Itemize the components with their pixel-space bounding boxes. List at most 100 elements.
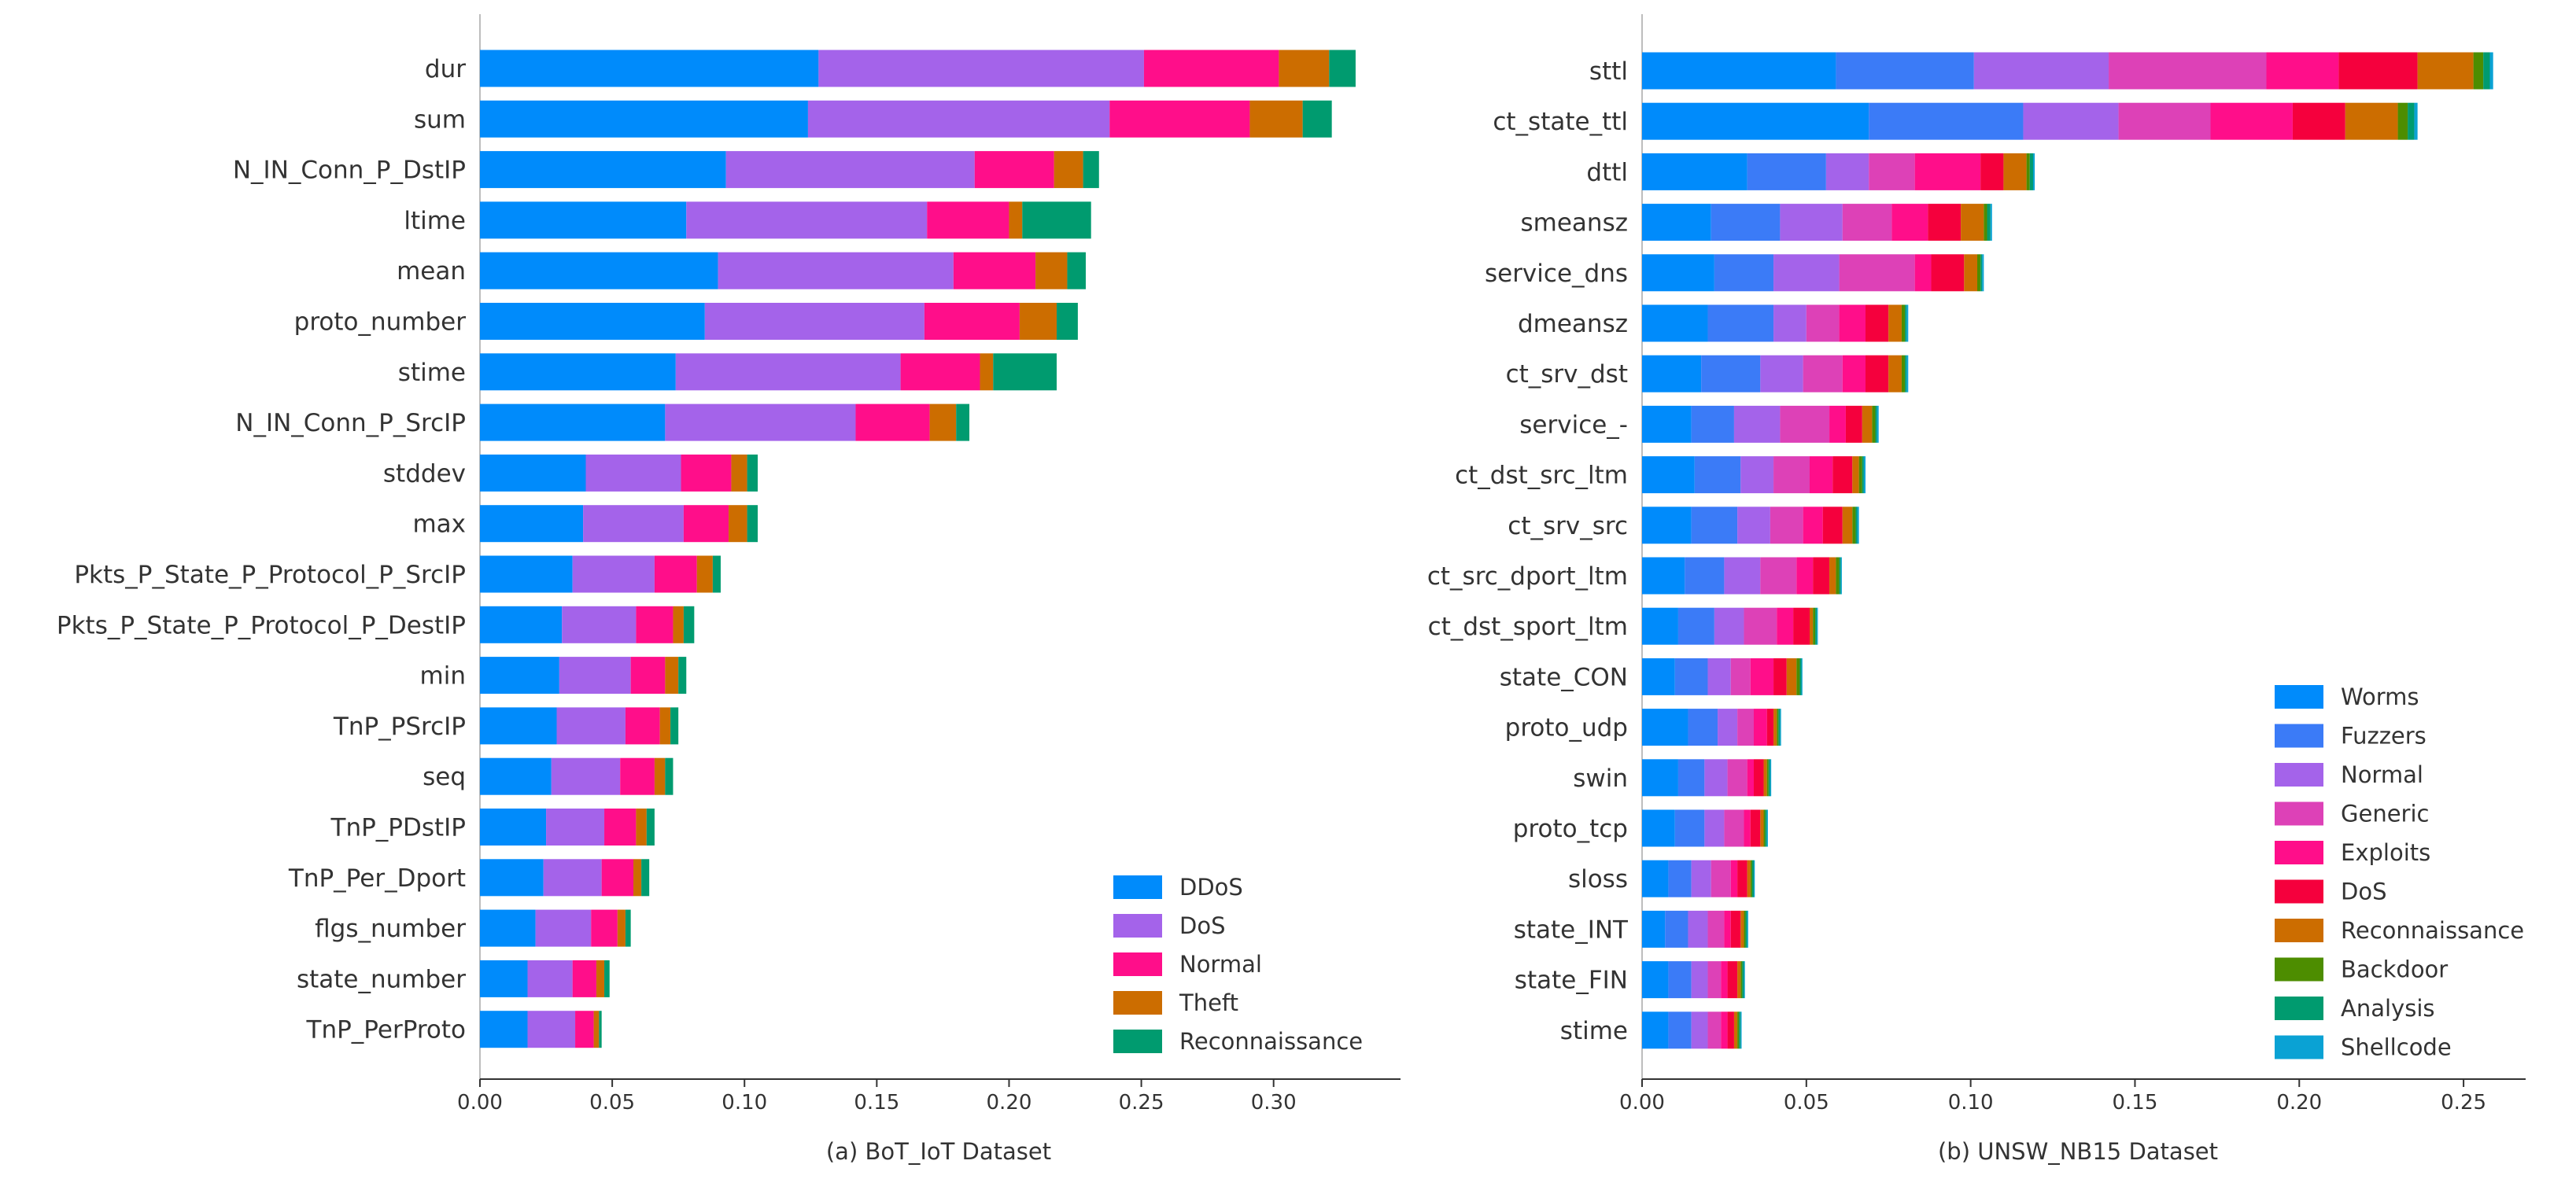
bar-a-tnp-perproto-dos: [527, 1011, 576, 1048]
bar-a-state-number-theft: [596, 960, 605, 997]
x-tick-label-b-2: 0.10: [1948, 1091, 1994, 1115]
bar-a-pkts-p-state-p-protocol-p-destip-normal: [636, 606, 674, 643]
bar-b-dttl-exploits: [1914, 153, 1981, 190]
bar-b-dttl-worms: [1642, 153, 1747, 190]
bar-b-state-int-analysis: [1745, 910, 1747, 948]
feature-label-ct-dst-src-ltm: ct_dst_src_ltm: [1455, 462, 1628, 490]
bar-b-proto-tcp-shellcode: [1766, 809, 1768, 847]
bar-a-tnp-psrcip-normal: [625, 707, 660, 745]
feature-label-ct-srv-dst: ct_srv_dst: [1506, 360, 1628, 389]
bar-a-min-ddos: [480, 657, 559, 695]
bar-a-ltime-normal: [927, 201, 1009, 239]
bar-b-service-dns-exploits: [1914, 254, 1932, 292]
bar-b-ct-srv-src-shellcode: [1857, 507, 1859, 544]
bar-a-stddev-reconnaissance: [747, 454, 758, 492]
bar-b-service-dns-generic: [1839, 254, 1915, 292]
bar-a-tnp-perproto-theft: [593, 1011, 600, 1048]
bar-b-ct-state-ttl-fuzzers: [1869, 102, 2024, 140]
bar-b-proto-tcp-fuzzers: [1674, 809, 1705, 847]
bar-b-service-dns-fuzzers: [1714, 254, 1774, 292]
bar-a-max-ddos: [480, 505, 584, 543]
bar-b-sloss-shellcode: [1753, 860, 1755, 897]
bar-b-swin-dos: [1753, 759, 1764, 797]
bar-b-ct-src-dport-ltm-fuzzers: [1685, 557, 1725, 595]
bar-b-state-int-exploits: [1724, 910, 1731, 948]
bar-a-sum-reconnaissance: [1302, 100, 1332, 138]
legend-swatch-b-analysis: [2275, 997, 2323, 1020]
bar-b-state-fin-dos: [1727, 961, 1738, 999]
bar-a-pkts-p-state-p-protocol-p-srcip-ddos: [480, 555, 573, 593]
bar-b-stime-generic: [1707, 1011, 1722, 1049]
bar-a-dur-ddos: [480, 50, 819, 87]
bar-b-ct-state-ttl-generic: [2118, 102, 2211, 140]
panel-caption-b: (b) UNSW_NB15 Dataset: [1938, 1138, 2218, 1165]
bar-a-n-in-conn-p-srcip-ddos: [480, 403, 666, 441]
bar-a-tnp-per-dport-normal: [601, 859, 634, 897]
bar-b-state-con-dos: [1773, 658, 1787, 695]
bar-b-dmeansz-generic: [1806, 304, 1840, 342]
bar-b-state-con-backdoor: [1796, 658, 1800, 695]
bar-b-smeansz-backdoor: [1984, 204, 1987, 241]
bar-b-swin-fuzzers: [1677, 759, 1705, 797]
bar-b-proto-tcp-exploits: [1744, 809, 1751, 847]
bar-b-service-normal: [1733, 405, 1781, 443]
bar-b-ct-src-dport-ltm-worms: [1642, 557, 1685, 595]
bar-b-service-reconnaissance: [1862, 405, 1873, 443]
bar-b-state-fin-analysis: [1742, 961, 1744, 999]
bar-b-dttl-dos: [1980, 153, 2004, 190]
x-tick-label-a-5: 0.25: [1119, 1091, 1164, 1115]
bar-b-ct-srv-src-fuzzers: [1691, 507, 1738, 544]
bar-b-service-shellcode: [1877, 405, 1879, 443]
bar-b-state-int-worms: [1642, 910, 1666, 948]
bar-b-service-worms: [1642, 405, 1692, 443]
legend-label-b-analysis: Analysis: [2341, 995, 2434, 1022]
feature-label-state-number: state_number: [297, 965, 466, 993]
feature-label-service: service_-: [1519, 411, 1628, 439]
feature-label-stddev: stddev: [383, 459, 466, 488]
bar-a-proto-number-dos: [704, 303, 924, 340]
bar-b-sloss-analysis: [1751, 860, 1754, 897]
bar-b-stime-worms: [1642, 1011, 1669, 1049]
bar-a-stime-theft: [980, 353, 994, 391]
bar-b-ct-srv-dst-normal: [1760, 355, 1803, 392]
feature-label-seq: seq: [423, 763, 466, 791]
bar-b-state-con-exploits: [1750, 658, 1774, 695]
bar-b-ct-src-dport-ltm-generic: [1760, 557, 1797, 595]
bar-b-state-fin-reconnaissance: [1737, 961, 1741, 999]
legend-label-a-ddos: DDoS: [1179, 874, 1243, 901]
bar-b-ct-dst-sport-ltm-shellcode: [1817, 607, 1818, 645]
feature-label-stime: stime: [398, 359, 466, 387]
bar-a-flgs-number-reconnaissance: [625, 909, 631, 947]
bar-b-ct-srv-dst-shellcode: [1906, 355, 1909, 392]
bar-b-service-dns-shellcode: [1982, 254, 1984, 292]
bar-b-sloss-generic: [1711, 860, 1731, 897]
feature-label-proto-udp: proto_udp: [1505, 714, 1628, 742]
bar-b-ct-dst-src-ltm-generic: [1773, 456, 1810, 494]
feature-label-dttl: dttl: [1586, 158, 1628, 186]
bar-b-stime-exploits: [1721, 1011, 1728, 1049]
bar-a-seq-normal: [620, 757, 655, 795]
bar-a-stddev-theft: [731, 454, 747, 492]
x-tick-label-b-3: 0.15: [2113, 1091, 2158, 1115]
bar-b-state-con-fuzzers: [1674, 658, 1708, 695]
panel-caption-a: (a) BoT_IoT Dataset: [826, 1138, 1051, 1165]
bar-b-dttl-fuzzers: [1747, 153, 1826, 190]
bar-a-pkts-p-state-p-protocol-p-srcip-theft: [696, 555, 713, 593]
bar-b-ct-state-ttl-dos: [2292, 102, 2345, 140]
bar-a-pkts-p-state-p-protocol-p-destip-ddos: [480, 606, 563, 643]
bar-a-mean-theft: [1035, 252, 1068, 289]
bar-a-stime-ddos: [480, 353, 676, 391]
bar-b-proto-tcp-dos: [1750, 809, 1761, 847]
feature-label-flgs-number: flgs_number: [315, 915, 466, 943]
bar-b-swin-reconnaissance: [1763, 759, 1767, 797]
bar-b-state-int-shellcode: [1747, 910, 1748, 948]
bar-b-sloss-worms: [1642, 860, 1669, 897]
bar-b-state-int-dos: [1730, 910, 1741, 948]
bar-b-proto-udp-generic: [1737, 709, 1754, 746]
bar-a-min-dos: [559, 657, 631, 695]
x-tick-label-b-1: 0.05: [1784, 1091, 1829, 1115]
bar-b-state-int-backdoor: [1744, 910, 1746, 948]
bar-b-state-int-fuzzers: [1665, 910, 1688, 948]
bar-b-ct-dst-sport-ltm-worms: [1642, 607, 1678, 645]
bar-a-ltime-theft: [1009, 201, 1023, 239]
